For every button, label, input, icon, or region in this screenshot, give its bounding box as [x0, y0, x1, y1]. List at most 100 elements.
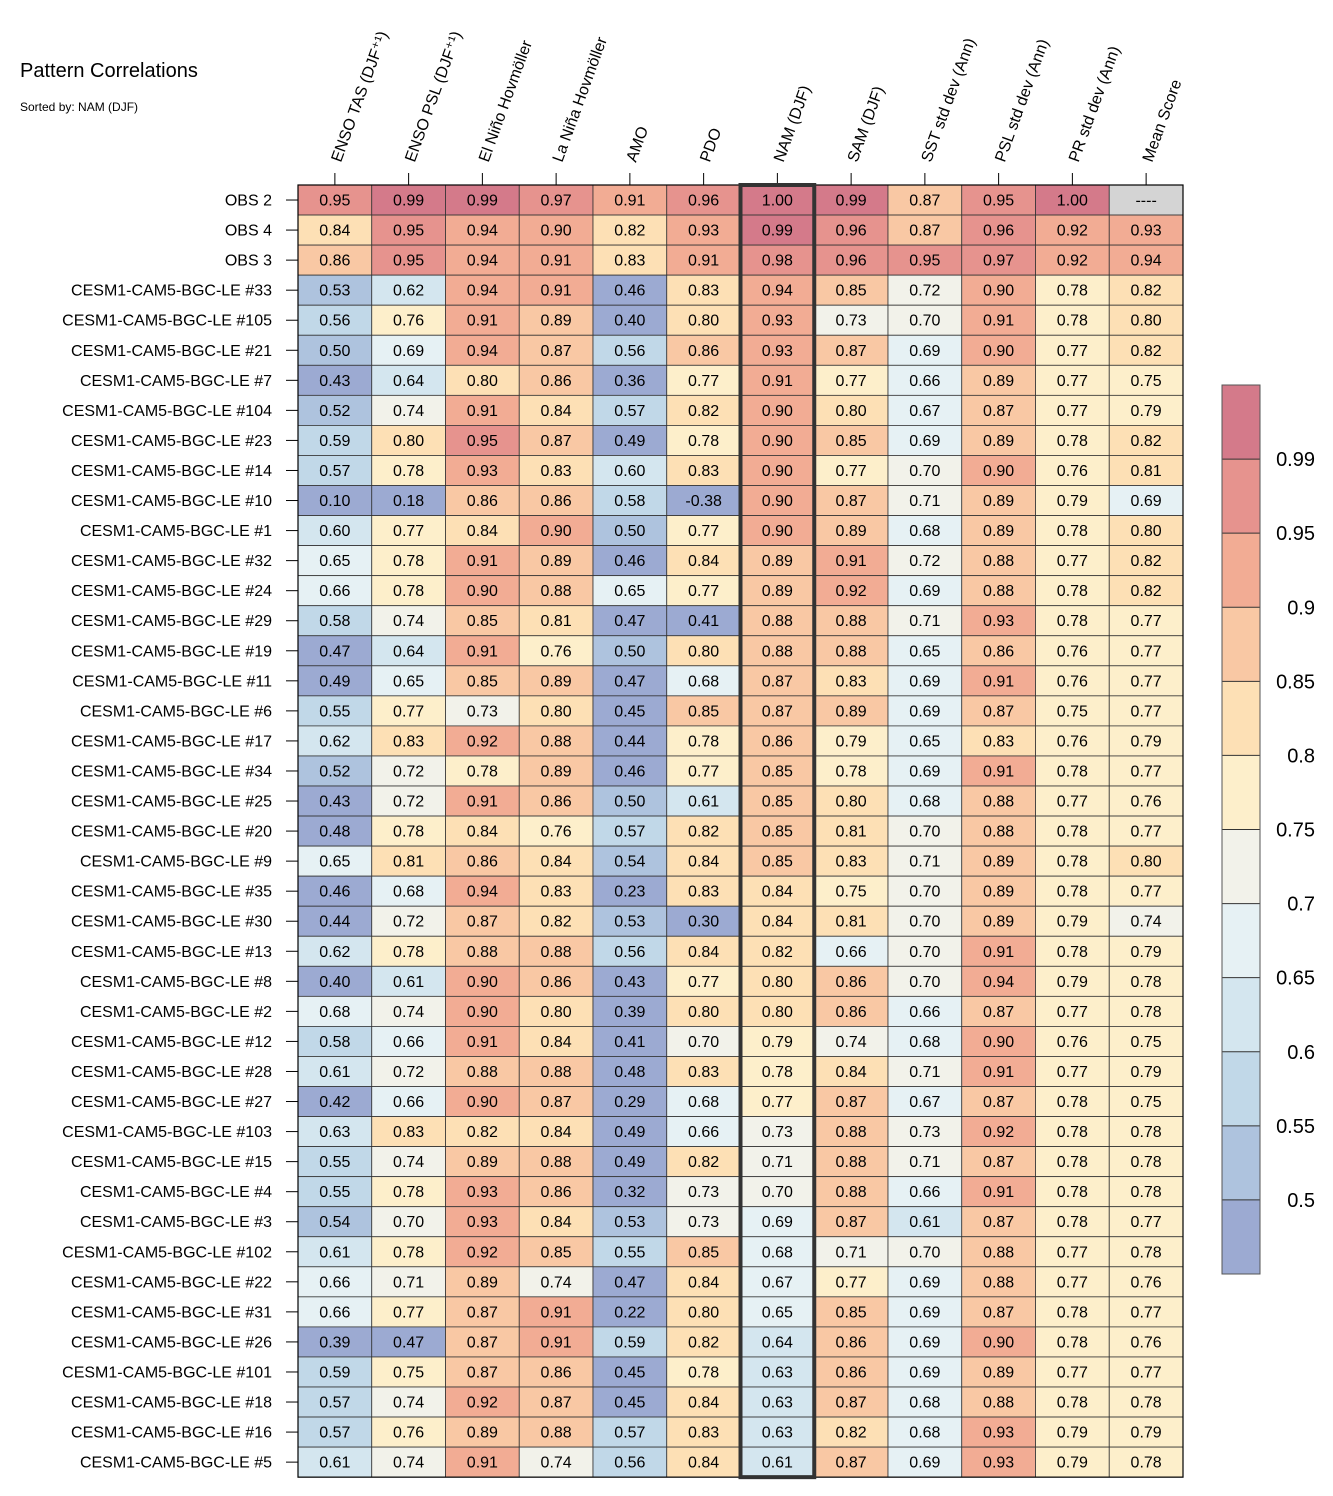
cell-value: 0.79: [1057, 493, 1088, 510]
row-label: CESM1-CAM5-BGC-LE #6: [80, 703, 272, 720]
heatmap-cell: [371, 935, 446, 967]
cell-value: 0.61: [319, 1455, 350, 1472]
cell-value: 0.94: [1131, 253, 1162, 270]
cell-value: 0.46: [614, 763, 645, 780]
heatmap-cell: [961, 184, 1036, 216]
heatmap-cell: [371, 575, 446, 607]
cell-value: 0.68: [762, 1244, 793, 1261]
heatmap-cell: [592, 424, 668, 456]
cell-value: 0.88: [541, 944, 572, 961]
heatmap-cell: [740, 364, 815, 396]
cell-value: 0.97: [983, 253, 1014, 270]
cell-value: 0.84: [688, 553, 719, 570]
cell-value: 0.77: [836, 463, 867, 480]
cell-value: 0.91: [467, 403, 498, 420]
cell-value: 0.95: [393, 223, 424, 240]
cell-value: 0.84: [541, 854, 572, 871]
cell-value: 0.78: [1131, 1004, 1162, 1021]
heatmap-cell: [445, 1386, 520, 1418]
cell-value: 0.68: [909, 1425, 940, 1442]
heatmap-cell: [961, 1296, 1036, 1328]
heatmap-cell: [1035, 244, 1110, 276]
heatmap-cell: [1108, 485, 1184, 516]
cell-value: 0.86: [762, 733, 793, 750]
heatmap-cell: [961, 1086, 1036, 1117]
heatmap-cell: [1035, 1026, 1110, 1057]
heatmap-cell: [445, 905, 520, 937]
heatmap-cell: [371, 725, 446, 757]
heatmap-cell: [371, 1266, 446, 1298]
cell-value: 0.78: [1131, 1395, 1162, 1412]
cell-value: 0.71: [762, 1154, 793, 1171]
heatmap-cell: [1108, 244, 1184, 276]
cell-value: 0.84: [836, 1064, 867, 1081]
heatmap-cell: [518, 845, 594, 877]
cell-value: 0.77: [688, 373, 719, 390]
cell-value: 0.77: [393, 703, 424, 720]
cell-value: 0.95: [319, 193, 350, 210]
heatmap-cell: [518, 935, 594, 967]
cell-value: 0.77: [688, 974, 719, 991]
cell-value: 0.89: [983, 373, 1014, 390]
heatmap-cell: [1035, 785, 1110, 817]
heatmap-cell: [297, 1116, 373, 1148]
cell-value: 0.78: [1057, 1184, 1088, 1201]
cell-value: 0.53: [614, 914, 645, 931]
cell-value: 0.78: [1057, 944, 1088, 961]
heatmap-cell: [740, 274, 815, 306]
heatmap-cell: [592, 394, 668, 426]
colorbar-swatch: [1222, 1051, 1260, 1126]
cell-value: 0.78: [393, 1184, 424, 1201]
cell-value: 0.82: [1131, 433, 1162, 450]
cell-value: 0.81: [1131, 463, 1162, 480]
cell-value: 0.88: [541, 583, 572, 600]
cell-value: 0.69: [909, 703, 940, 720]
heatmap-cell: [445, 1236, 520, 1268]
cell-value: 0.66: [836, 944, 867, 961]
cell-value: 0.84: [467, 824, 498, 841]
column-header: PR std dev (Ann): [1066, 44, 1124, 164]
cell-value: 0.83: [688, 1064, 719, 1081]
heatmap-cell: [813, 1446, 889, 1478]
heatmap-cell: [666, 1146, 741, 1178]
cell-value: 0.74: [393, 1455, 424, 1472]
heatmap-cell: [740, 785, 815, 817]
cell-value: 0.93: [983, 1425, 1014, 1442]
heatmap-cell: [813, 485, 889, 516]
heatmap-cell: [1108, 1056, 1184, 1087]
colorbar-tick-label: 0.65: [1276, 968, 1315, 990]
cell-value: 0.77: [1131, 673, 1162, 690]
heatmap-cell: [1108, 1026, 1184, 1057]
cell-value: 0.69: [909, 343, 940, 360]
heatmap-cell: [371, 875, 446, 907]
cell-value: 0.61: [688, 794, 719, 811]
heatmap-cell: [297, 1386, 373, 1418]
cell-value: 0.90: [467, 974, 498, 991]
heatmap-cell: [887, 1326, 963, 1358]
cell-value: 0.49: [614, 1154, 645, 1171]
row-labels: OBS 2 OBS 4 OBS 3 CESM1-CAM5-BGC-LE #33 CESM…: [62, 193, 298, 1472]
heatmap-cell: [813, 274, 889, 306]
heatmap-cell: [961, 1176, 1036, 1208]
heatmap-cell: [1108, 995, 1184, 1027]
cell-value: 0.71: [393, 1274, 424, 1291]
cell-value: 0.74: [541, 1274, 572, 1291]
heatmap-cell: [371, 424, 446, 456]
cell-value: 0.77: [688, 523, 719, 540]
colorbar-swatch: [1222, 1199, 1260, 1274]
heatmap-cell: [1108, 364, 1184, 396]
heatmap-cell: [1108, 1236, 1184, 1268]
cell-value: 0.84: [319, 223, 350, 240]
cell-value: 0.92: [983, 1124, 1014, 1141]
cell-value: 0.80: [541, 703, 572, 720]
cell-value: 0.81: [836, 824, 867, 841]
heatmap-cell: [887, 965, 963, 997]
heatmap-cell: [666, 1416, 741, 1448]
cell-value: 0.80: [467, 373, 498, 390]
heatmap-cell: [813, 364, 889, 396]
row-label: OBS 3: [225, 253, 272, 270]
heatmap-cell: [297, 455, 373, 486]
cell-value: 0.94: [467, 343, 498, 360]
column-headers: ENSO TAS (DJF⁺¹) ENSO PSL (DJF⁺¹) El Niño …: [329, 29, 1185, 185]
heatmap-cell: [297, 755, 373, 787]
